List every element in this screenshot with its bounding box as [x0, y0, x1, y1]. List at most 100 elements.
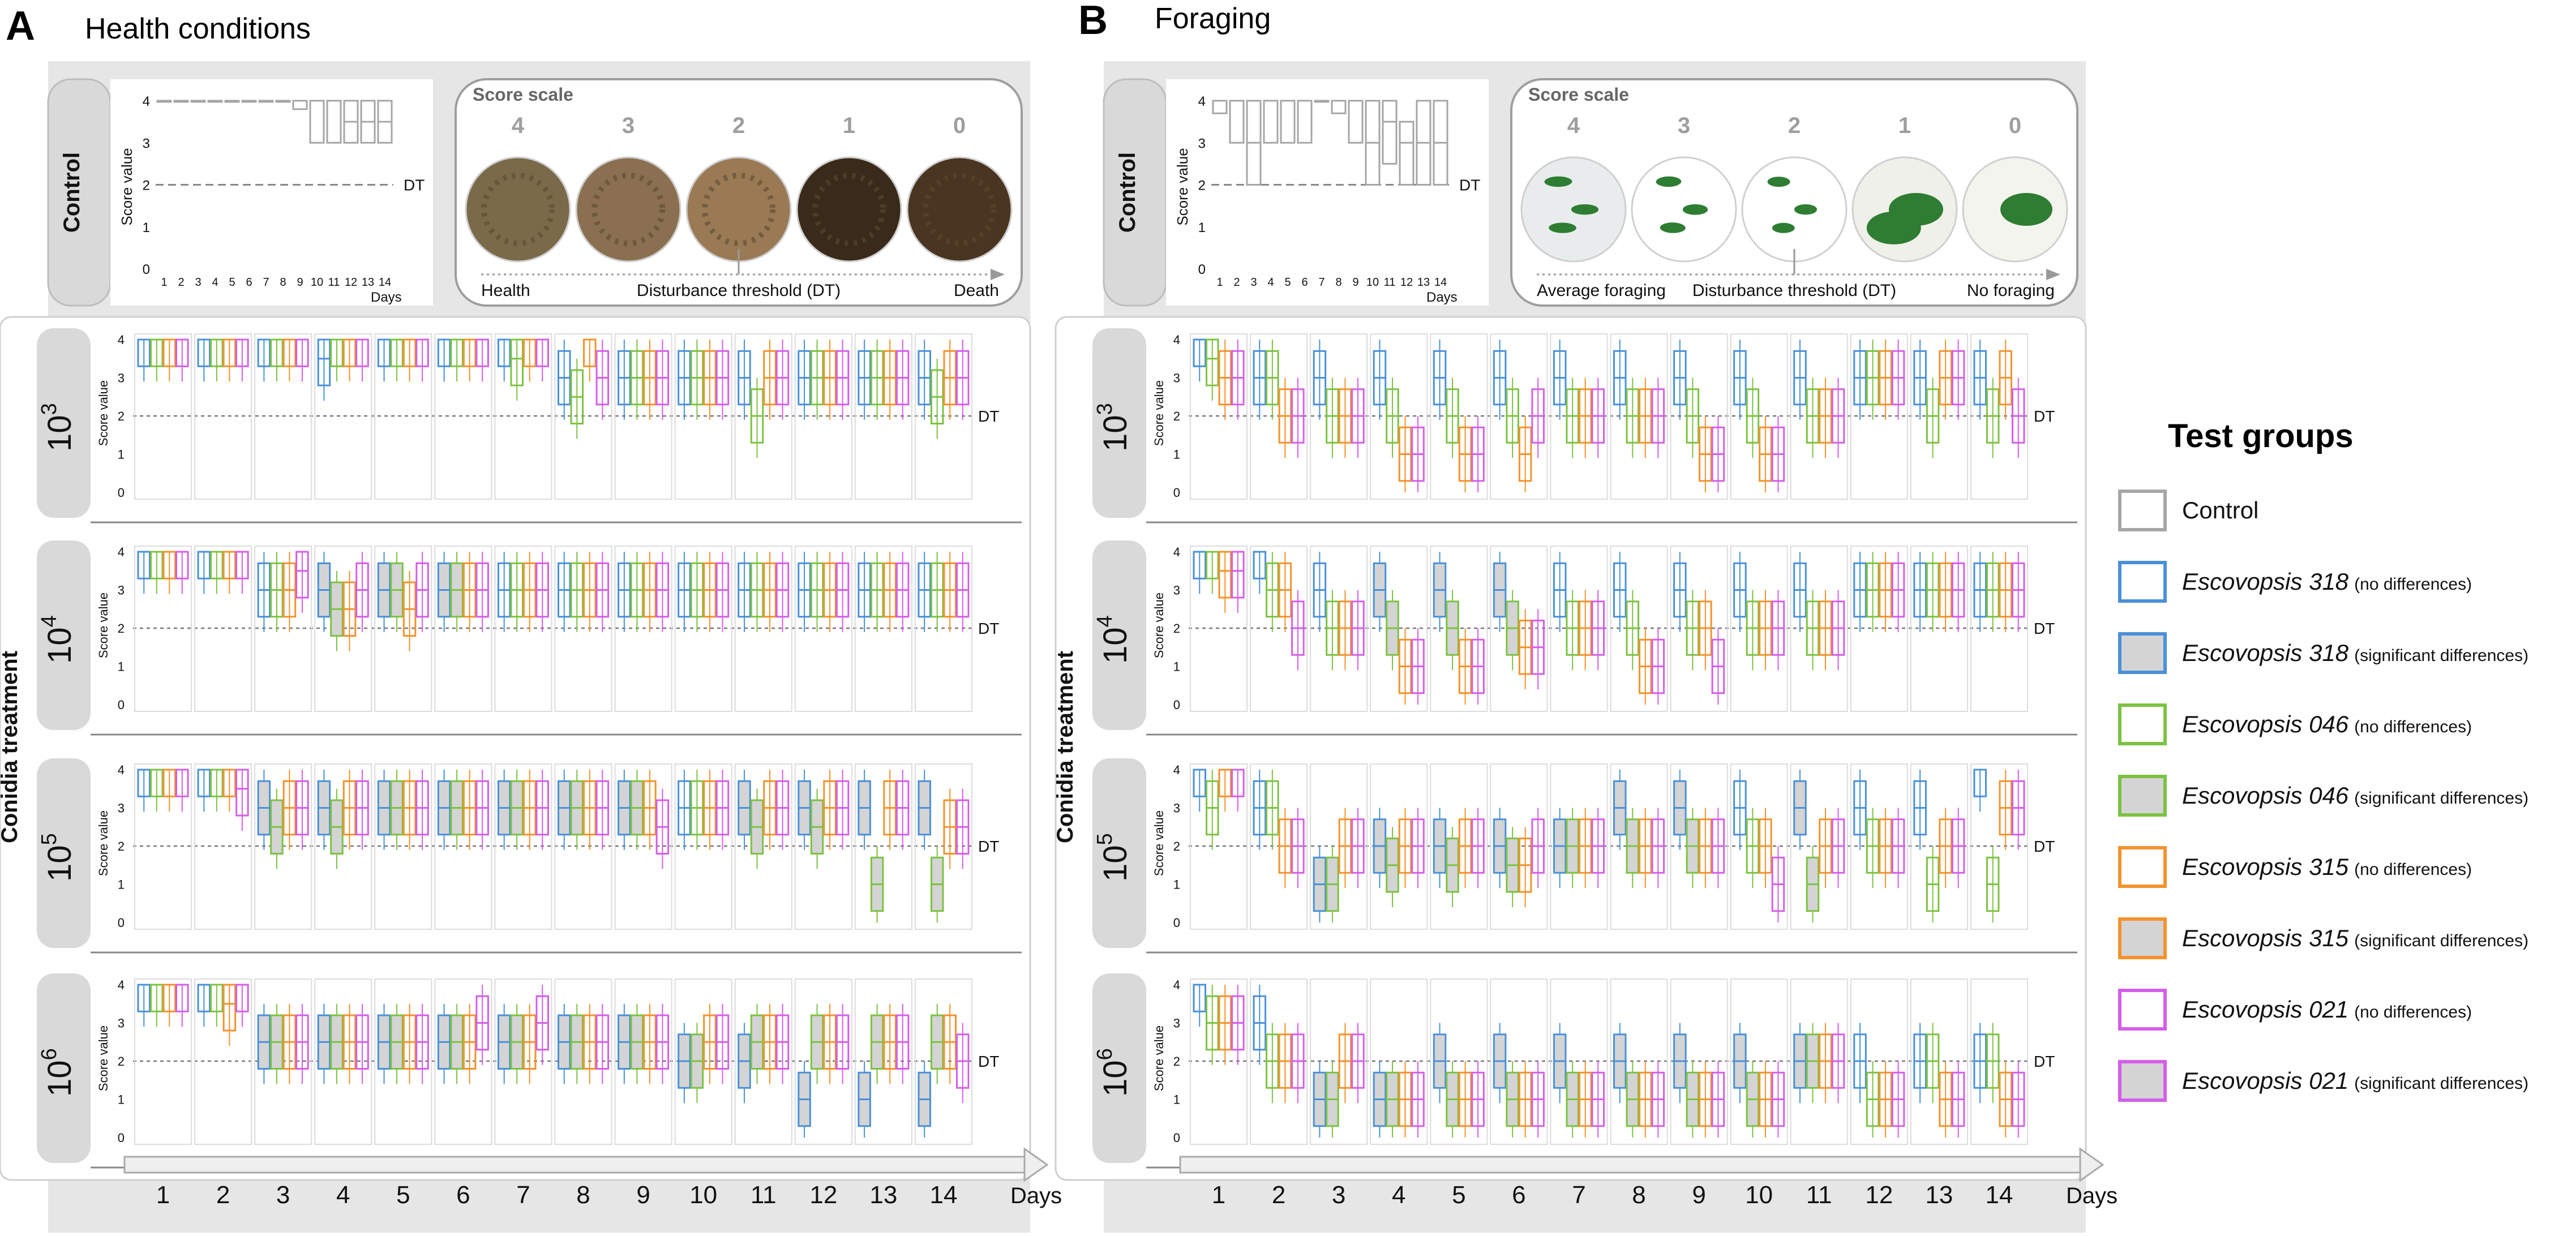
panel-b-scale-middle-label: Disturbance threshold (DT): [1692, 281, 1896, 300]
panel-b-control-xtick: 2: [1233, 276, 1240, 289]
panel-a-control-chart-bg: [110, 79, 433, 306]
panel-a-score-scale-title: Score scale: [473, 84, 573, 105]
legend-swatch: [2118, 775, 2167, 817]
panel-a-day-frame: [434, 546, 492, 712]
panel-b-score-scale-title: Score scale: [1528, 84, 1629, 105]
panel-a-day-frame: [254, 978, 312, 1145]
panel-b-control-ytick: 4: [1198, 94, 1206, 109]
panel-a-day-frame: [734, 763, 792, 930]
panel-b-row-dt-label: DT: [2034, 407, 2055, 425]
panel-b-day-frame: [1250, 978, 1308, 1145]
legend-swatch: [2118, 989, 2167, 1031]
panel-b-row-concentration: 106: [1093, 1048, 1134, 1097]
panel-a-day-frame: [674, 546, 732, 712]
panel-b-row-ylabel: Score value: [1152, 380, 1166, 446]
panel-b-control-xtick: 3: [1250, 276, 1257, 289]
panel-a-row-exponent: 5: [37, 833, 61, 845]
panel-a-day-frame: [614, 546, 672, 712]
panel-a-control-ytick: 3: [143, 136, 150, 151]
panel-a-day-frame: [554, 333, 612, 500]
legend-entry-label: Escovopsis 318 (significant differences): [2182, 640, 2528, 666]
panel-a-control-xtick: 9: [297, 276, 303, 289]
legend-entry-label: Escovopsis 021 (no differences): [2182, 996, 2472, 1023]
panel-a-row-exponent: 6: [37, 1048, 61, 1060]
panel-b-day-frame: [1490, 978, 1548, 1145]
panel-a-scale-arrow-head: [991, 269, 1005, 280]
panel-a-score-number: 4: [512, 113, 525, 138]
panel-b-row-ytick: 0: [1173, 1131, 1180, 1145]
panel-a-row-ytick: 4: [118, 978, 125, 992]
panel-a-day-tick: 2: [216, 1181, 230, 1209]
panel-b-day-tick: 12: [1865, 1181, 1893, 1209]
panel-a-score-image-1: [575, 156, 681, 263]
panel-a-day-frame: [854, 333, 912, 500]
legend-swatch: [2118, 561, 2167, 603]
panel-b-day-frame: [1370, 763, 1428, 930]
panel-a-day-tick: 9: [636, 1181, 650, 1209]
panel-a-day-frame: [674, 978, 732, 1145]
panel-b-day-frame: [1790, 763, 1848, 930]
panel-a-scale-middle-label: Disturbance threshold (DT): [637, 281, 841, 300]
panel-a-day-frame: [254, 546, 312, 712]
panel-b-row-dt-label: DT: [2034, 838, 2055, 855]
panel-a-score-number: 1: [843, 113, 855, 138]
panel-a-control-xtick: 12: [345, 276, 357, 289]
panel-a-box: [317, 338, 331, 387]
panel-b-day-frame: [1970, 763, 2028, 930]
panel-a-title: Health conditions: [85, 12, 311, 45]
panel-a-texture-shape: [923, 173, 996, 246]
panel-b-day-frame: [1730, 546, 1788, 712]
panel-b-leaf-shape: [1660, 222, 1685, 233]
panel-b-box: [1218, 551, 1232, 599]
panel-b-day-frame: [1370, 333, 1428, 500]
panel-a-score-image-3: [796, 156, 902, 263]
panel-a-day-frame: [314, 978, 372, 1145]
panel-b-control-xtick: 10: [1366, 276, 1379, 289]
panel-b-row-ylabel: Score value: [1152, 1025, 1166, 1091]
panel-b-leaf-shape: [1545, 176, 1572, 187]
panel-a-row-concentration: 103: [37, 403, 78, 452]
panel-b-row-ytick: 1: [1173, 660, 1180, 674]
panel-b-day-frame: [1430, 546, 1488, 712]
panel-a-day-frame: [794, 333, 852, 500]
panel-b-row-dt-label: DT: [2034, 620, 2055, 637]
panel-a-day-frame: [494, 333, 552, 500]
panel-b-row-base: 10: [1097, 415, 1134, 452]
panel-a-day-frame: [134, 763, 192, 930]
panel-a-conidia-label: Conidia treatment: [0, 651, 22, 843]
legend-entry-name: Escovopsis 046: [2182, 782, 2349, 809]
panel-a-day-tick: 7: [516, 1181, 530, 1209]
panel-b-row-tab: [1092, 328, 1146, 518]
panel-a-day-tick: 12: [809, 1181, 837, 1209]
panel-a-row-ytick: 1: [118, 448, 125, 462]
legend-swatch: [2118, 632, 2167, 674]
panel-a-row-ytick: 0: [118, 916, 125, 930]
panel-b-control-xtick: 5: [1284, 276, 1291, 289]
panel-b-row-ytick: 2: [1173, 839, 1180, 853]
panel-a-score-image-4: [906, 156, 1013, 263]
panel-a-scale-left-label: Health: [481, 281, 530, 300]
legend-entry-note: (significant differences): [2354, 1074, 2528, 1093]
panel-b-control-xlabel: Days: [1426, 290, 1458, 305]
panel-a-control-xtick: 11: [328, 276, 340, 289]
panel-a-control-xtick: 6: [246, 276, 252, 289]
panel-a-day-frame: [194, 763, 252, 930]
panel-a-control-ytick: 1: [143, 220, 150, 235]
panel-a-row-tab: [37, 973, 91, 1163]
panel-a-row-base: 10: [41, 845, 78, 882]
panel-b-row-base: 10: [1097, 627, 1134, 664]
panel-a-day-frame: [194, 978, 252, 1145]
panel-b-day-frame: [1970, 333, 2028, 500]
legend-entry-name: Escovopsis 046: [2182, 711, 2349, 737]
panel-b-day-frame: [1850, 333, 1908, 500]
panel-a-day-frame: [434, 763, 492, 930]
panel-b-day-frame: [1670, 978, 1728, 1145]
panel-b-row-ytick: 0: [1173, 916, 1180, 930]
panel-b-day-tick: 6: [1512, 1181, 1525, 1209]
panel-b-day-frame: [1250, 763, 1308, 930]
panel-a-score-number: 0: [953, 113, 966, 138]
panel-b-score-number: 2: [1788, 113, 1801, 138]
panel-b-day-frame: [1610, 978, 1668, 1145]
panel-a-day-frame: [614, 978, 672, 1145]
panel-b-row-ytick: 4: [1173, 545, 1180, 559]
